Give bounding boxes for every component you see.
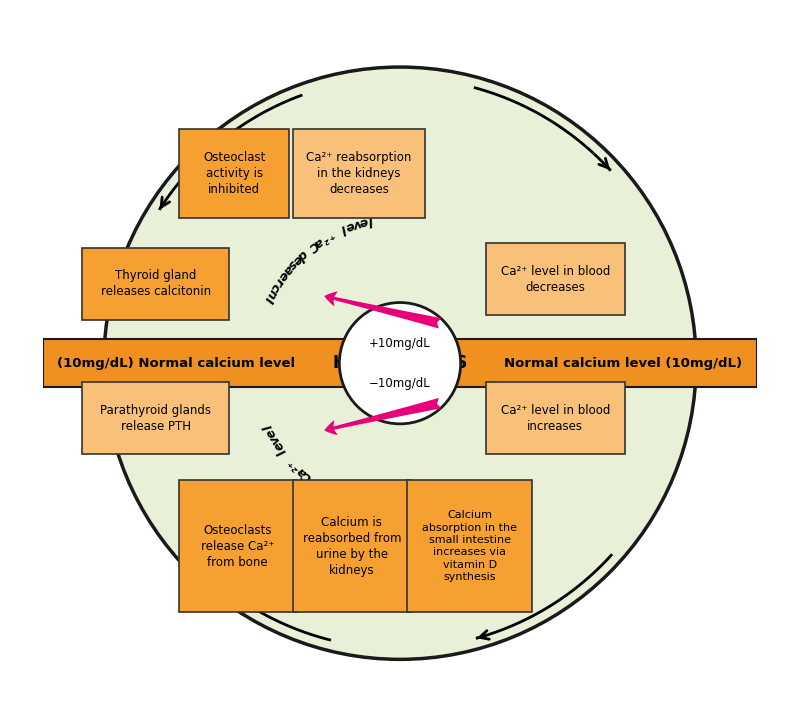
Text: C: C (299, 468, 315, 484)
FancyBboxPatch shape (486, 383, 625, 454)
FancyBboxPatch shape (178, 480, 297, 612)
Text: (10mg/dL) Normal calcium level: (10mg/dL) Normal calcium level (58, 357, 295, 370)
Text: r: r (345, 493, 354, 508)
Text: l: l (338, 222, 348, 235)
Text: e: e (264, 426, 279, 440)
Text: n: n (264, 286, 279, 300)
Text: a: a (311, 234, 326, 250)
FancyBboxPatch shape (82, 248, 229, 320)
Text: a: a (330, 488, 343, 503)
Text: d: d (311, 477, 326, 493)
FancyBboxPatch shape (82, 383, 229, 454)
Text: e: e (271, 438, 286, 453)
Text: Ca²⁺ level in blood
increases: Ca²⁺ level in blood increases (501, 404, 610, 433)
Text: r: r (272, 275, 286, 287)
Text: Calcium
absorption in the
small intestine
increases via
vitamin D
synthesis: Calcium absorption in the small intestin… (422, 511, 517, 582)
Text: ²: ² (318, 231, 330, 245)
Text: Osteoclasts
release Ca²⁺
from bone: Osteoclasts release Ca²⁺ from bone (201, 524, 274, 568)
Text: Ca²⁺ reabsorption
in the kidneys
decreases: Ca²⁺ reabsorption in the kidneys decreas… (306, 152, 412, 196)
Text: D: D (363, 499, 376, 514)
Text: e: e (343, 218, 356, 233)
Text: l: l (277, 445, 290, 457)
Text: HOMEOSTASIS: HOMEOSTASIS (332, 354, 468, 373)
Text: e: e (289, 252, 304, 267)
Text: e: e (358, 214, 369, 229)
Text: d: d (294, 247, 310, 262)
Text: ⁺: ⁺ (285, 455, 299, 468)
Text: Ca²⁺ level in blood
decreases: Ca²⁺ level in blood decreases (501, 265, 610, 293)
Text: e: e (337, 490, 350, 506)
FancyBboxPatch shape (178, 129, 290, 218)
Text: v: v (267, 433, 282, 446)
Circle shape (104, 67, 696, 659)
FancyBboxPatch shape (407, 480, 532, 612)
Text: c: c (268, 280, 282, 294)
Text: −10mg/dL: −10mg/dL (369, 377, 431, 390)
Text: Normal calcium level (10mg/dL): Normal calcium level (10mg/dL) (505, 357, 742, 370)
Text: Thyroid gland
releases calcitonin: Thyroid gland releases calcitonin (101, 270, 210, 298)
FancyBboxPatch shape (486, 243, 625, 315)
Text: I: I (262, 295, 275, 305)
Text: +10mg/dL: +10mg/dL (369, 337, 431, 350)
FancyBboxPatch shape (293, 129, 425, 218)
Text: Calcium is
reabsorbed from
urine by the
kidneys: Calcium is reabsorbed from urine by the … (302, 516, 401, 577)
Text: Osteoclast
activity is
inhibited: Osteoclast activity is inhibited (203, 152, 266, 196)
Text: a: a (294, 464, 310, 479)
Text: l: l (262, 423, 275, 432)
Text: Parathyroid glands
release PTH: Parathyroid glands release PTH (100, 404, 211, 433)
Text: a: a (280, 262, 295, 277)
FancyBboxPatch shape (293, 480, 410, 612)
Text: v: v (350, 216, 362, 231)
Text: ⁺: ⁺ (325, 227, 337, 242)
Text: e: e (358, 498, 369, 512)
Circle shape (339, 302, 461, 424)
Text: l: l (366, 213, 374, 227)
Text: e: e (275, 268, 290, 282)
Text: ²: ² (290, 460, 303, 473)
FancyBboxPatch shape (43, 339, 757, 388)
Text: c: c (351, 495, 362, 510)
Text: s: s (285, 257, 299, 272)
Text: C: C (305, 238, 320, 254)
Text: e: e (318, 480, 331, 496)
Text: s: s (324, 485, 337, 499)
